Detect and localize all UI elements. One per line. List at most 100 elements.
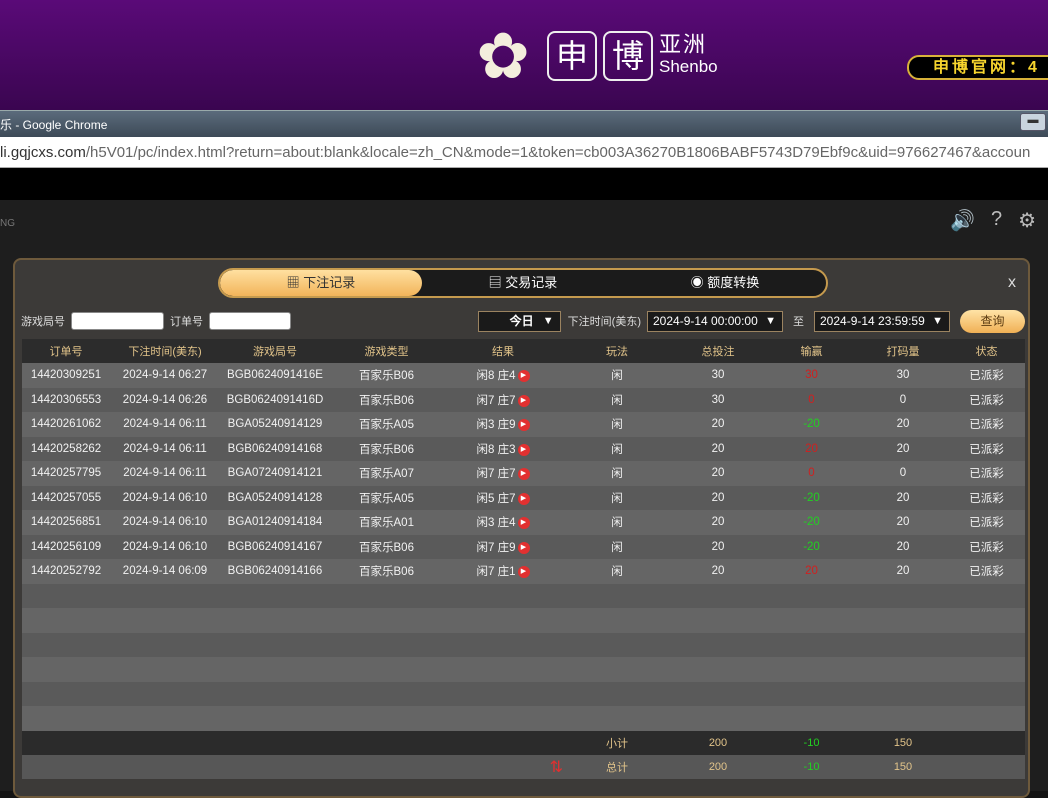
round-label: 游戏局号 [21, 316, 65, 328]
tab-bet-records[interactable]: ▦ 下注记录 [220, 270, 422, 296]
play-replay-icon[interactable]: ▶ [517, 468, 530, 481]
play-replay-icon[interactable]: ▶ [517, 517, 530, 530]
table-cell [330, 681, 443, 706]
logo-en: Shenbo [659, 57, 718, 76]
cell-text: 14420257055 [30, 491, 102, 504]
tab-label: 下注记录 [303, 275, 356, 290]
refresh-icon[interactable]: ⇅ [549, 758, 563, 776]
play-replay-icon[interactable]: ▶ [517, 492, 530, 505]
cell-text: 14420261062 [30, 418, 102, 431]
table-cell: -20 [765, 510, 858, 535]
tab-transaction-records[interactable]: ▤ 交易记录 [422, 270, 624, 296]
cell-text: -20 [803, 491, 820, 504]
table-row: 14420256109 2024-9-14 06:10 BGB06240914167… [22, 534, 1025, 559]
table-cell: 20 [671, 559, 765, 584]
tab-bar: ▦ 下注记录 ▤ 交易记录 ◉ 额度转换 [218, 268, 828, 298]
filter-bar: 游戏局号 订单号 今日 ▼ 下注时间(美东) 2024-9-14 00:00:00… [21, 308, 1025, 334]
table-cell [110, 754, 220, 779]
tab-label: 交易记录 [505, 275, 558, 290]
table-cell [220, 632, 330, 657]
cell-text: 14420306553 [30, 393, 102, 406]
play-replay-icon[interactable]: ▶ [517, 394, 530, 407]
table-cell: 14420258262 [22, 436, 110, 461]
table-cell [22, 657, 110, 682]
to-label: 至 [793, 316, 804, 328]
cell-text: 闲7 庄9 [476, 541, 516, 554]
cell-text: 0 [899, 467, 907, 480]
table-cell: 百家乐B06 [330, 363, 443, 388]
table-cell: 2024-9-14 06:10 [110, 534, 220, 559]
official-site-badge[interactable]: 申博官网：4 [907, 55, 1048, 80]
gear-icon[interactable]: ⚙ [1018, 210, 1036, 232]
play-replay-icon[interactable]: ▶ [517, 370, 530, 383]
table-cell [563, 608, 671, 633]
table-cell: 闲 [563, 363, 671, 388]
logo-cn: 亚洲 [659, 32, 708, 57]
table-cell [443, 730, 563, 755]
cell-text: 百家乐A01 [359, 517, 414, 530]
table-cell: BGA05240914128 [220, 485, 330, 510]
cell-text: 闲 [611, 566, 623, 579]
start-date-select[interactable]: 2024-9-14 00:00:00 ▼ [647, 310, 783, 332]
tab-credit-transfer[interactable]: ◉ 额度转换 [624, 270, 826, 296]
table-cell: 闲3 庄4 ▶ [443, 510, 563, 535]
cell-text: 0 [808, 467, 815, 480]
table-cell: 20 [858, 559, 948, 584]
end-date-select[interactable]: 2024-9-14 23:59:59 ▼ [814, 310, 950, 332]
table-cell: 闲8 庄3 ▶ [443, 436, 563, 461]
round-input[interactable] [71, 312, 164, 330]
table-cell [671, 608, 765, 633]
minimize-button[interactable]: ▬ [1020, 113, 1046, 131]
table-cell [948, 632, 1025, 657]
table-cell: 20 [858, 436, 948, 461]
cell-text: BGA07240914121 [227, 467, 323, 480]
cell-text: 百家乐B06 [359, 394, 414, 407]
order-input[interactable] [209, 312, 291, 330]
column-header: 下注时间(美东) [110, 339, 220, 363]
table-cell: 150 [858, 730, 948, 755]
column-header: 游戏局号 [220, 339, 330, 363]
table-cell [563, 681, 671, 706]
table-cell: BGA05240914129 [220, 412, 330, 437]
table-cell [765, 706, 858, 731]
period-select[interactable]: 今日 ▼ [477, 310, 561, 332]
table-cell: 闲 [563, 412, 671, 437]
cell-text: 百家乐B06 [359, 566, 414, 579]
empty-row [22, 681, 1025, 706]
table-cell [443, 608, 563, 633]
table-cell: 百家乐A05 [330, 412, 443, 437]
cell-text: 2024-9-14 06:10 [122, 516, 208, 529]
table-cell: 闲 [563, 510, 671, 535]
cell-text: 20 [896, 540, 910, 553]
cell-text: -20 [803, 516, 820, 529]
table-cell: 20 [858, 510, 948, 535]
cell-text: 已派彩 [969, 517, 1004, 530]
table-cell: 20 [671, 534, 765, 559]
close-button[interactable]: x [1008, 274, 1016, 291]
sound-icon[interactable]: 🔊 [950, 210, 975, 232]
empty-row [22, 608, 1025, 633]
cell-text: 20 [711, 540, 725, 553]
subtotal-row: 小计 200 -10 150 [22, 730, 1025, 755]
play-replay-icon[interactable]: ▶ [517, 541, 530, 554]
column-header: 总投注 [671, 339, 765, 363]
play-replay-icon[interactable]: ▶ [517, 566, 530, 579]
table-cell: 2024-9-14 06:10 [110, 510, 220, 535]
empty-row [22, 632, 1025, 657]
table-cell: 已派彩 [948, 510, 1025, 535]
table-cell [563, 706, 671, 731]
table-cell: 百家乐A05 [330, 485, 443, 510]
table-cell: 14420256851 [22, 510, 110, 535]
cell-text: 2024-9-14 06:11 [123, 467, 207, 480]
play-replay-icon[interactable]: ▶ [517, 419, 530, 432]
table-cell: BGB06240914166 [220, 559, 330, 584]
table-cell: 2024-9-14 06:11 [110, 436, 220, 461]
address-bar[interactable]: li.gqjcxs.com/h5V01/pc/index.html?return… [0, 137, 1048, 168]
help-icon[interactable]: ? [990, 208, 1003, 230]
chevron-down-icon: ▼ [932, 314, 943, 327]
column-header: 输赢 [765, 339, 858, 363]
query-button[interactable]: 查询 [960, 309, 1025, 333]
table-cell [220, 754, 330, 779]
column-header: 玩法 [563, 339, 671, 363]
play-replay-icon[interactable]: ▶ [517, 443, 530, 456]
